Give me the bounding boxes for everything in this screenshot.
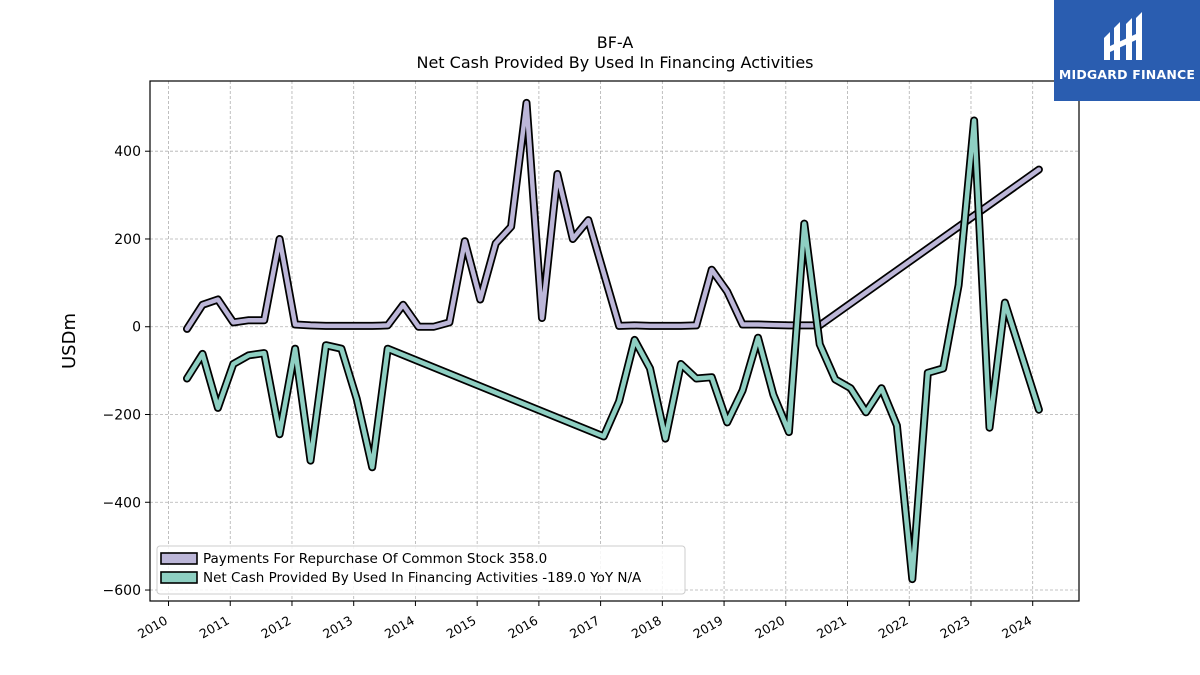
x-tick-label: 2021 bbox=[814, 613, 849, 642]
series-layer bbox=[183, 98, 1043, 584]
y-tick-label: 200 bbox=[114, 232, 141, 248]
x-tick-label: 2016 bbox=[505, 613, 540, 642]
legend-entry-0: Payments For Repurchase Of Common Stock … bbox=[203, 551, 547, 567]
chart-title: BF-A bbox=[597, 33, 634, 52]
brand-logo-icon bbox=[1104, 12, 1142, 60]
y-tick-label: −200 bbox=[103, 408, 141, 424]
series-line-0 bbox=[184, 100, 1042, 332]
x-tick-label: 2024 bbox=[999, 613, 1034, 642]
legend-box bbox=[156, 545, 686, 595]
y-axis-label: USDm bbox=[59, 313, 80, 369]
x-tick-label: 2010 bbox=[135, 613, 170, 642]
series-outline-1 bbox=[183, 116, 1043, 584]
x-tick-label: 2015 bbox=[444, 613, 479, 642]
x-tick-label: 2012 bbox=[258, 613, 293, 642]
x-tick-label: 2018 bbox=[629, 613, 664, 642]
x-axis: 2010 2011 2012 2013 2014 2015 2016 2017 2018 2019… bbox=[135, 601, 1034, 642]
x-tick-label: 2011 bbox=[197, 613, 232, 642]
x-tick-label: 2022 bbox=[876, 613, 911, 642]
brand-name: MIDGARD FINANCE bbox=[1058, 67, 1196, 82]
legend-swatch-0 bbox=[160, 552, 198, 565]
series-outline-0 bbox=[183, 98, 1043, 333]
legend-entry-1: Net Cash Provided By Used In Financing A… bbox=[203, 570, 642, 586]
legend-swatch-1 bbox=[160, 571, 198, 584]
chart-subtitle: Net Cash Provided By Used In Financing A… bbox=[416, 53, 813, 72]
y-tick-label: −400 bbox=[103, 495, 141, 511]
y-tick-label: 0 bbox=[132, 320, 141, 336]
x-tick-label: 2020 bbox=[752, 613, 787, 642]
brand-logo: MIDGARD FINANCE bbox=[1054, 0, 1200, 101]
legend: Payments For Repurchase Of Common Stock … bbox=[156, 545, 686, 595]
grid bbox=[150, 81, 1079, 601]
y-tick-label: 400 bbox=[114, 144, 141, 160]
x-tick-label: 2013 bbox=[320, 613, 355, 642]
x-tick-label: 2014 bbox=[382, 613, 417, 642]
series-line-1 bbox=[184, 118, 1042, 582]
x-tick-label: 2019 bbox=[691, 613, 726, 642]
y-axis: −600 −400 −200 0 200 400 bbox=[103, 144, 150, 599]
y-tick-label: −600 bbox=[103, 583, 141, 599]
x-tick-label: 2023 bbox=[937, 613, 972, 642]
x-tick-label: 2017 bbox=[567, 613, 602, 642]
plot-area-frame bbox=[149, 80, 1080, 602]
